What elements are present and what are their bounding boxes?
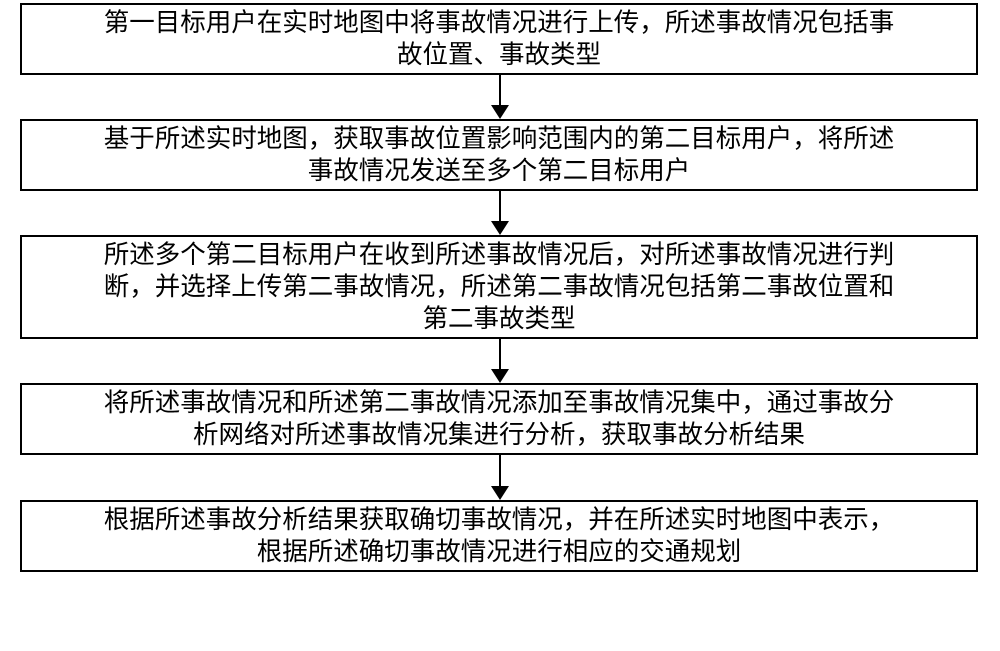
flow-arrow-3 bbox=[498, 339, 502, 383]
arrow-shaft-icon bbox=[499, 339, 501, 369]
arrow-shaft-icon bbox=[499, 455, 501, 486]
flow-node-1-text: 第一目标用户在实时地图中将事故情况进行上传，所述事故情况包括事 故位置、事故类型 bbox=[104, 7, 895, 71]
flow-node-5-text: 根据所述事故分析结果获取确切事故情况，并在所述实时地图中表示， 根据所述确切事故… bbox=[104, 504, 895, 568]
flowchart-container: 第一目标用户在实时地图中将事故情况进行上传，所述事故情况包括事 故位置、事故类型… bbox=[0, 0, 1000, 651]
flow-node-1: 第一目标用户在实时地图中将事故情况进行上传，所述事故情况包括事 故位置、事故类型 bbox=[20, 3, 978, 75]
arrow-shaft-icon bbox=[499, 75, 501, 105]
flow-node-2-text: 基于所述实时地图，获取事故位置影响范围内的第二目标用户，将所述 事故情况发送至多… bbox=[104, 123, 895, 187]
flow-arrow-2 bbox=[498, 191, 502, 235]
arrow-head-icon bbox=[491, 221, 509, 235]
flow-node-5: 根据所述事故分析结果获取确切事故情况，并在所述实时地图中表示， 根据所述确切事故… bbox=[20, 500, 978, 572]
flow-node-4-text: 将所述事故情况和所述第二事故情况添加至事故情况集中，通过事故分 析网络对所述事故… bbox=[104, 387, 895, 451]
flow-node-3-text: 所述多个第二目标用户在收到所述事故情况后，对所述事故情况进行判 断，并选择上传第… bbox=[104, 239, 895, 335]
flow-node-3: 所述多个第二目标用户在收到所述事故情况后，对所述事故情况进行判 断，并选择上传第… bbox=[20, 235, 978, 339]
arrow-head-icon bbox=[491, 369, 509, 383]
arrow-head-icon bbox=[491, 486, 509, 500]
flow-arrow-4 bbox=[498, 455, 502, 500]
flow-node-2: 基于所述实时地图，获取事故位置影响范围内的第二目标用户，将所述 事故情况发送至多… bbox=[20, 119, 978, 191]
flow-node-4: 将所述事故情况和所述第二事故情况添加至事故情况集中，通过事故分 析网络对所述事故… bbox=[20, 383, 978, 455]
flow-arrow-1 bbox=[498, 75, 502, 119]
arrow-shaft-icon bbox=[499, 191, 501, 221]
arrow-head-icon bbox=[491, 105, 509, 119]
